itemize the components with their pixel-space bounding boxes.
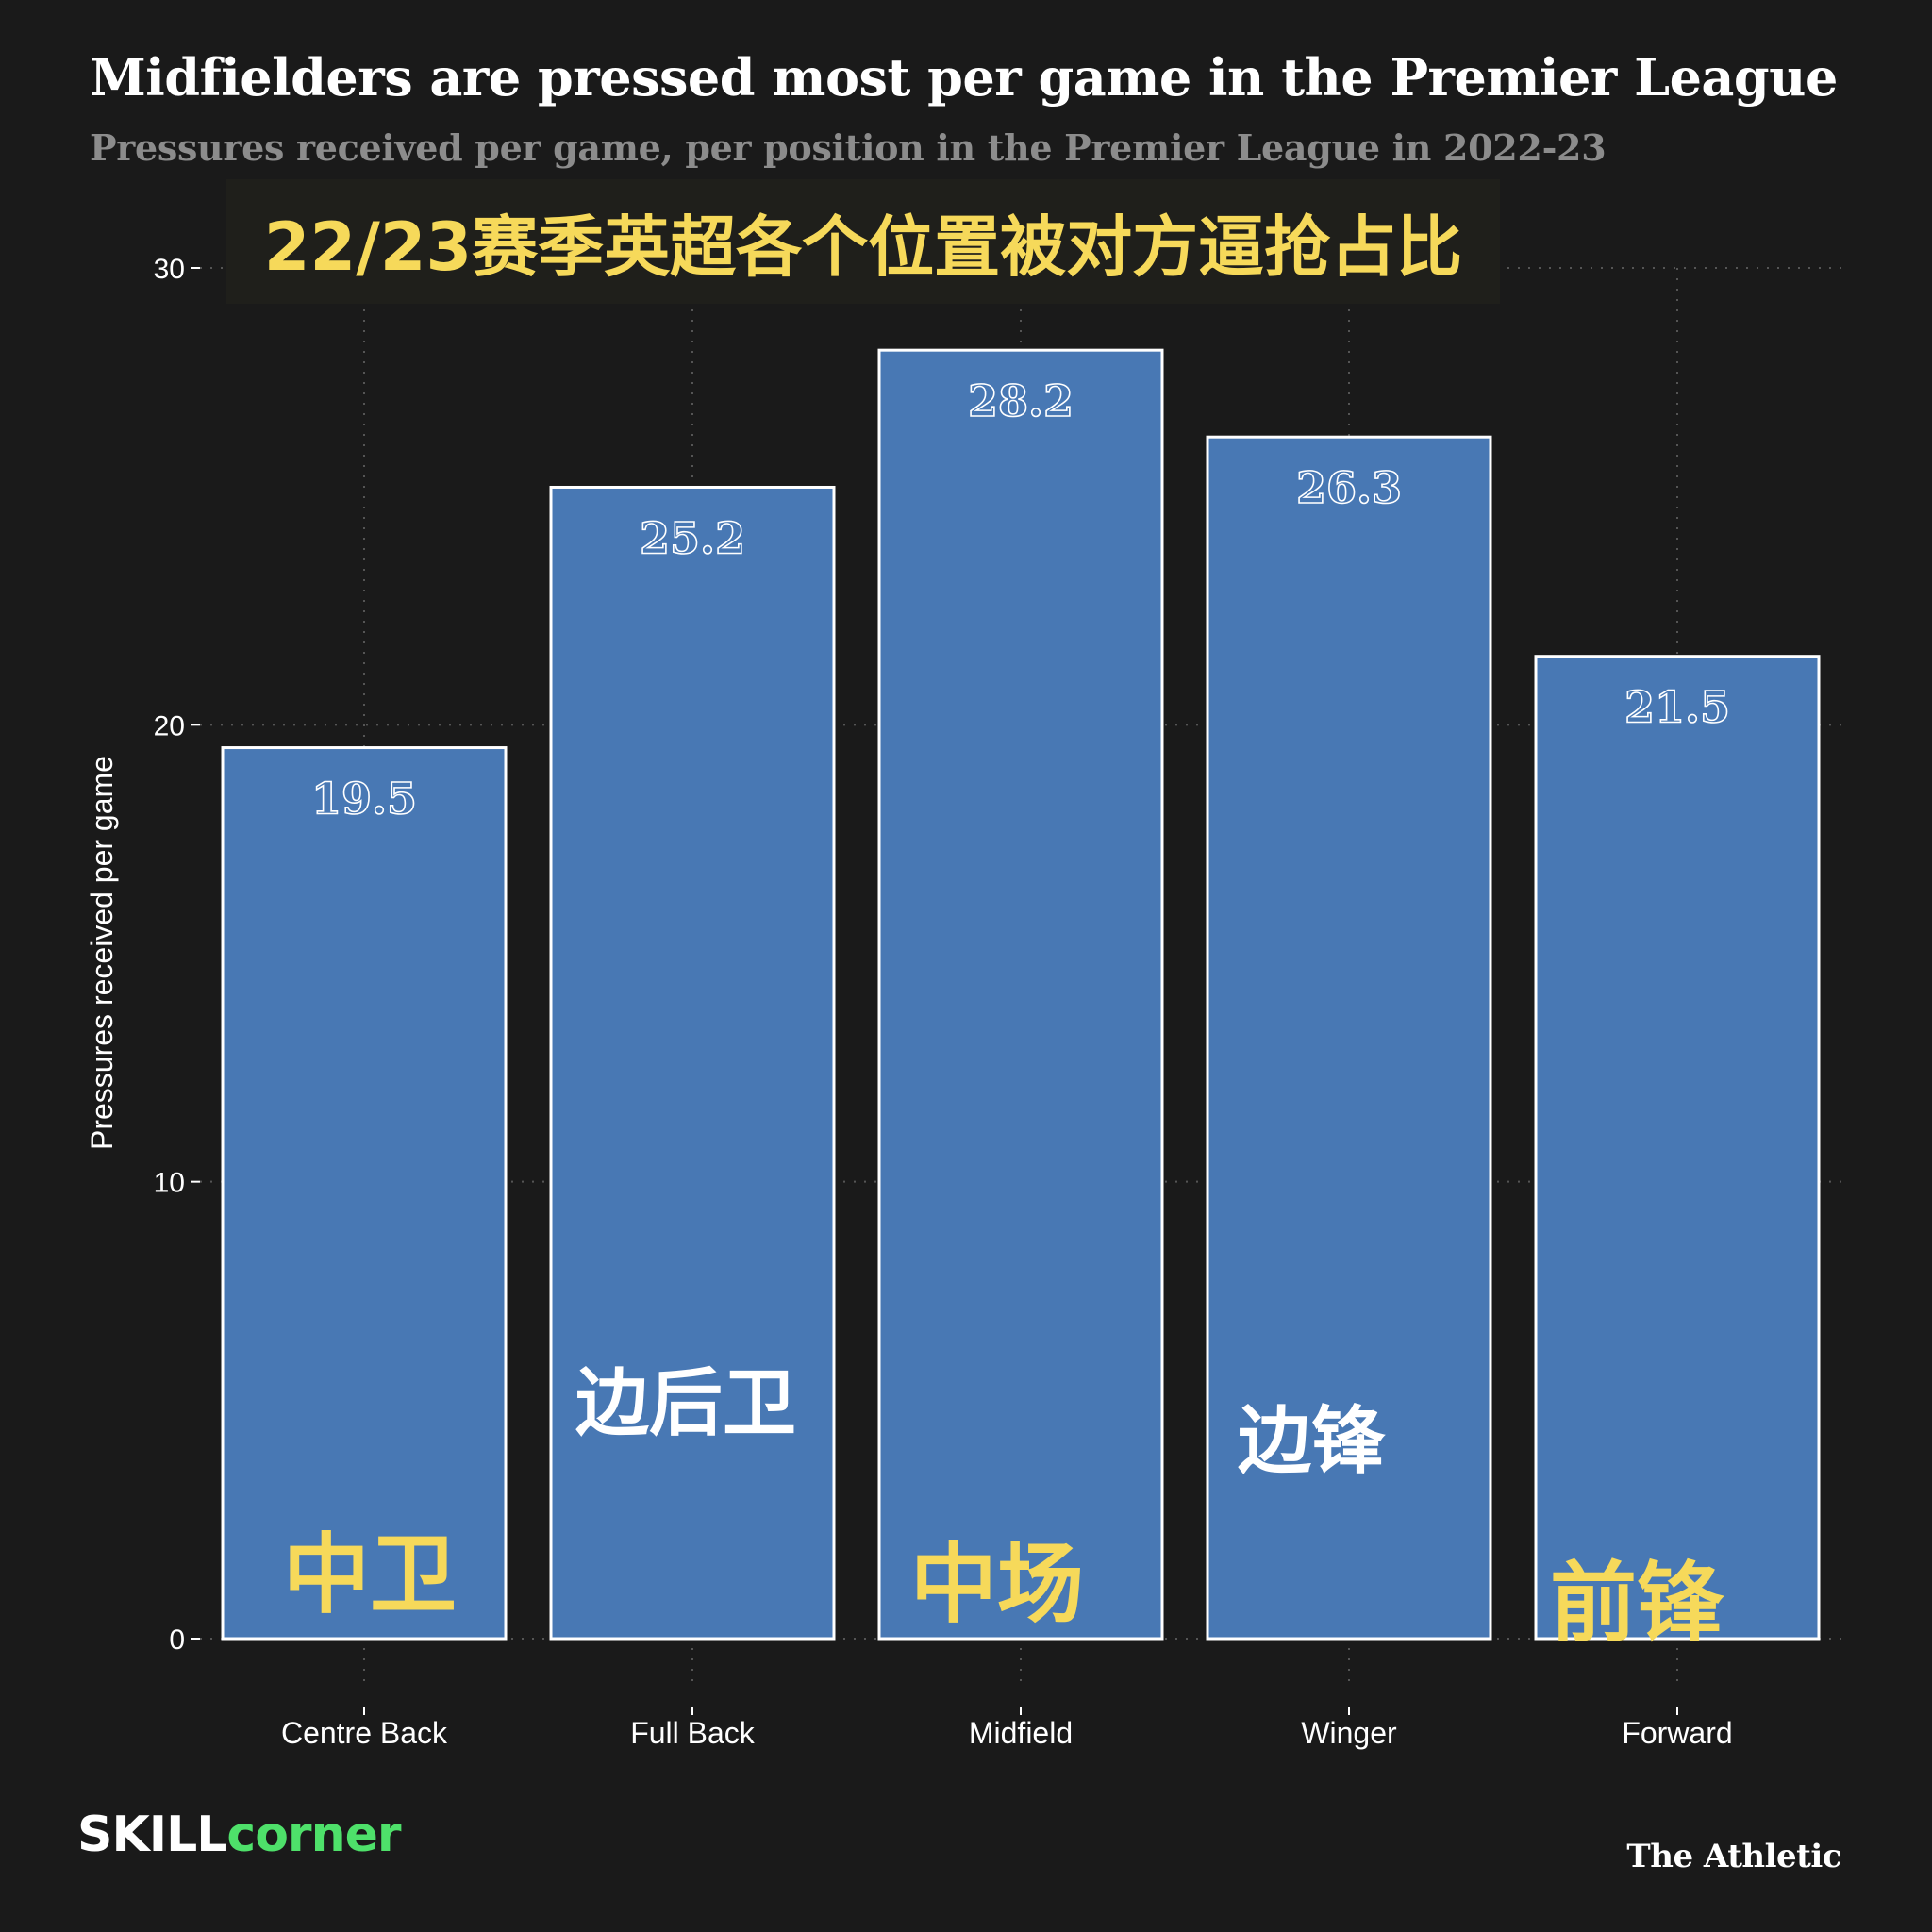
chinese-label-centre-back: 中卫 <box>283 1524 458 1625</box>
y-tick-label: 20 <box>154 710 185 741</box>
y-axis-label: Pressures received per game <box>85 756 119 1150</box>
y-tick-label: 0 <box>169 1624 185 1656</box>
x-tick-label: Midfield <box>969 1716 1073 1750</box>
x-tick-label: Full Back <box>630 1716 756 1750</box>
bar-forward <box>1534 655 1821 1641</box>
skillcorner-logo-part1: SKILL <box>77 1807 227 1863</box>
x-tick-label: Centre Back <box>281 1716 448 1750</box>
chinese-label-forward: 前锋 <box>1550 1553 1724 1654</box>
bar-centre-back <box>221 746 508 1641</box>
bar-value-label: 21.5 <box>1624 682 1730 733</box>
bar-midfield <box>877 348 1164 1641</box>
bar-value-label: 19.5 <box>311 774 417 824</box>
chinese-label-midfield: 中场 <box>910 1534 1085 1635</box>
y-axis: 0 10 20 30 <box>154 254 200 1656</box>
bars: 19.5 25.2 28.2 26.3 21.5 <box>221 348 1821 1641</box>
chinese-label-winger: 边锋 <box>1238 1399 1386 1484</box>
chart-subtitle: Pressures received per game, per positio… <box>90 126 1607 169</box>
skillcorner-logo-part2: corner <box>226 1807 401 1863</box>
skillcorner-logo: SKILLcorner <box>77 1807 402 1863</box>
chinese-label-full-back: 边后卫 <box>575 1361 797 1446</box>
bar-value-label: 26.3 <box>1296 462 1402 513</box>
y-tick-label: 30 <box>154 254 185 285</box>
bar-winger <box>1206 435 1492 1641</box>
bar-value-label: 25.2 <box>640 512 745 563</box>
bar-full-back <box>549 485 836 1641</box>
the-athletic-logo: The Athletic <box>1626 1838 1841 1875</box>
chart-title: Midfielders are pressed most per game in… <box>90 47 1838 108</box>
x-tick-label: Forward <box>1622 1716 1732 1750</box>
x-tick-label: Winger <box>1301 1716 1397 1750</box>
chinese-title-banner: 22/23赛季英超各个位置被对方逼抢占比 <box>226 179 1500 304</box>
bar-value-label: 28.2 <box>968 375 1074 426</box>
x-axis: Centre Back Full Back Midfield Winger Forwar… <box>281 1707 1733 1750</box>
chinese-title: 22/23赛季英超各个位置被对方逼抢占比 <box>263 208 1463 286</box>
y-tick-label: 10 <box>154 1168 185 1199</box>
